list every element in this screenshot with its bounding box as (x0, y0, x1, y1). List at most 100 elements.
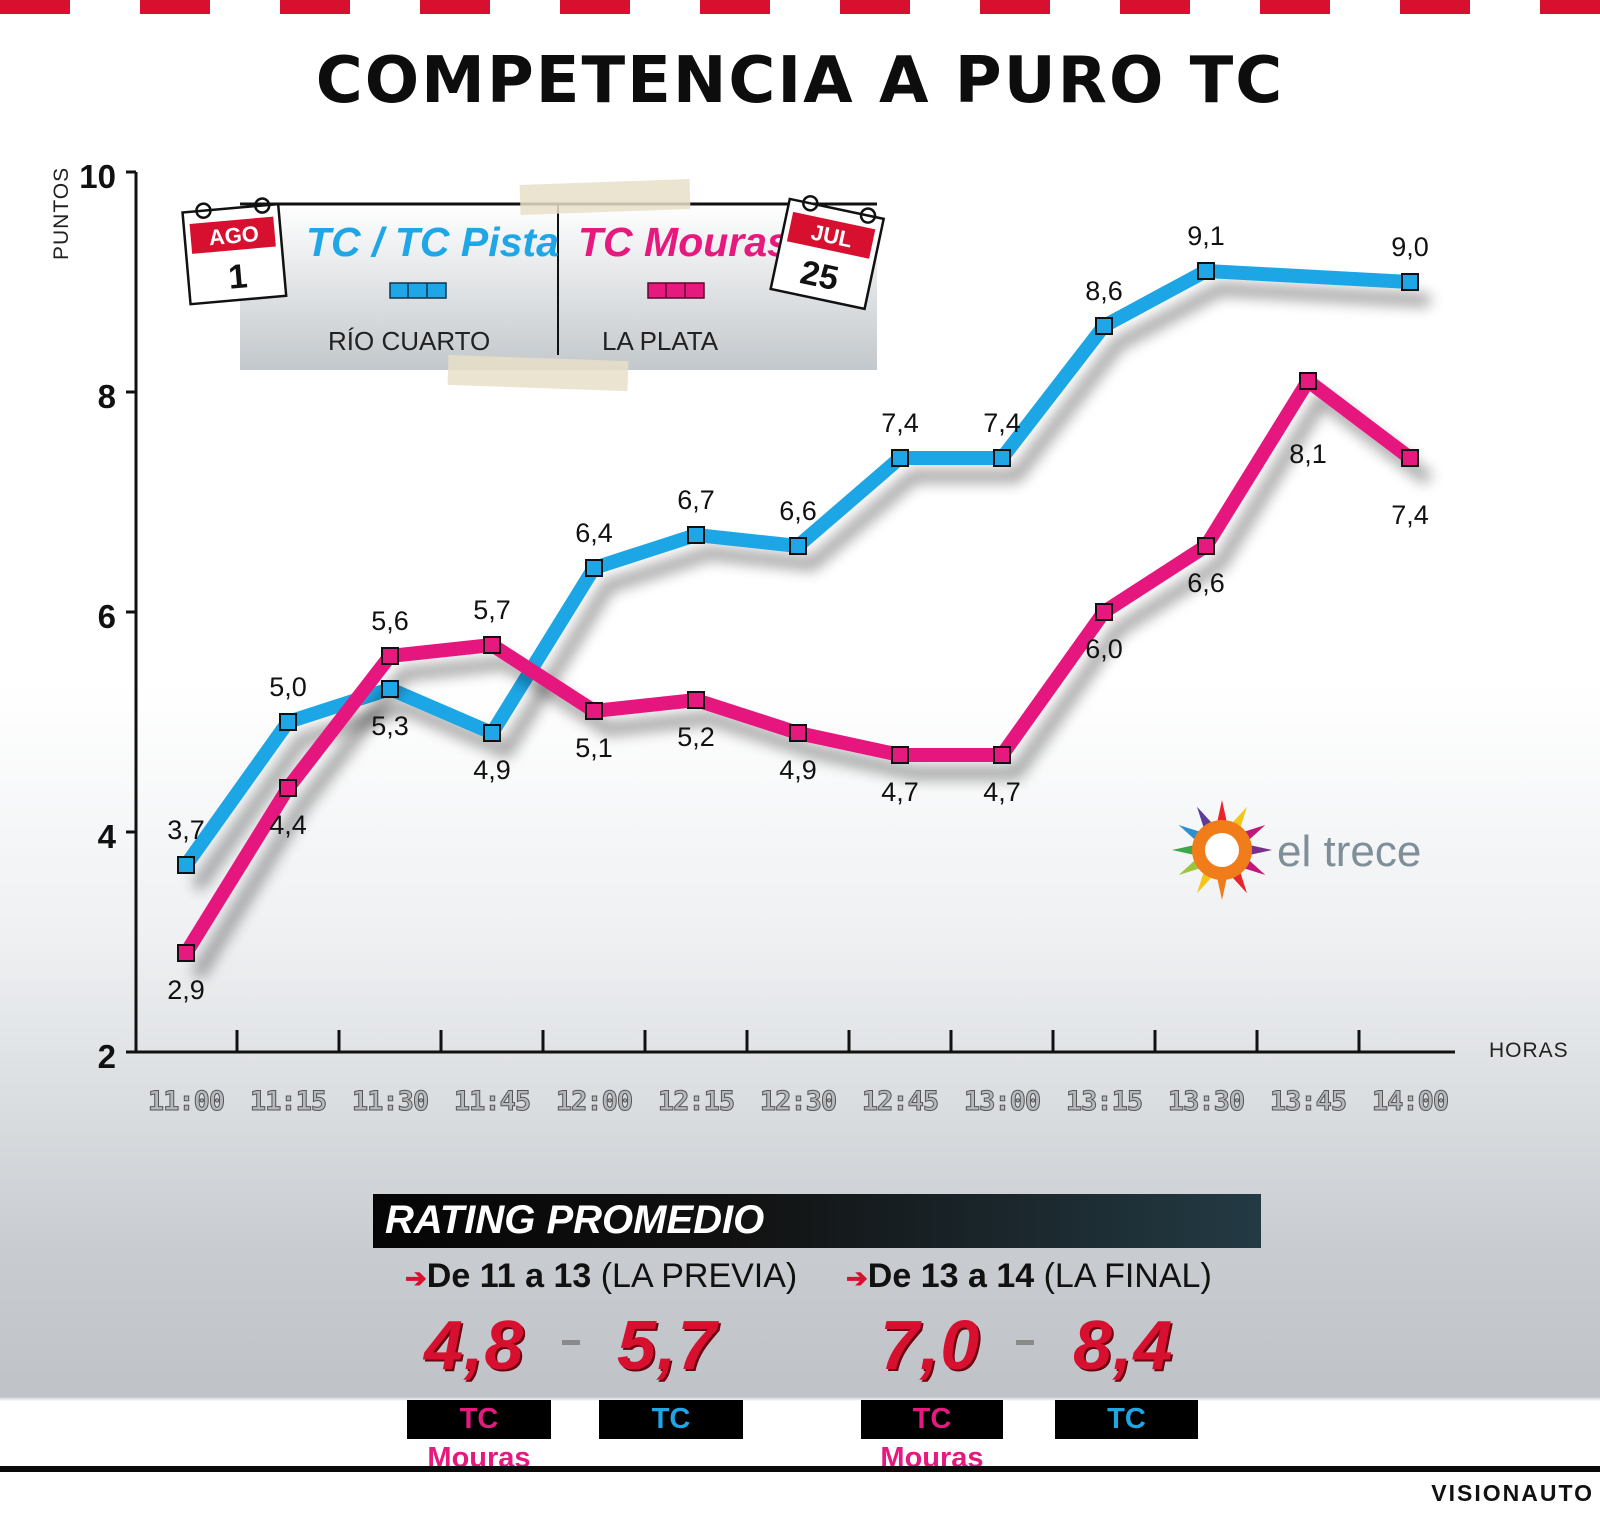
period-final: ➔De 13 a 14 (LA FINAL) (846, 1257, 1212, 1296)
period-range: De 13 a 14 (867, 1257, 1035, 1295)
line-chart: 2 4 6 8 10 11:00 11:15 11:30 11:45 12:00 12:15 12:… (50, 158, 1569, 1118)
tape-top (519, 179, 691, 215)
data-label: 2,9 (167, 975, 205, 1005)
legend-tc-place: RÍO CUARTO (328, 326, 490, 356)
data-point (279, 779, 297, 797)
period-note: (LA FINAL) (1043, 1257, 1212, 1295)
data-point (789, 537, 807, 555)
data-point (891, 449, 909, 467)
data-label: 5,6 (371, 606, 409, 636)
top-stripe (0, 0, 1600, 14)
data-label: 6,4 (575, 518, 613, 548)
legend-mouras-name: TC Mouras (578, 219, 790, 265)
data-label: 5,7 (473, 595, 511, 625)
series-markers (177, 372, 1419, 962)
credit: VISIONAUTO (1431, 1480, 1594, 1506)
x-tick-label: 13:30 (1168, 1086, 1244, 1117)
series-markers (177, 262, 1419, 874)
data-label: 5,0 (269, 672, 307, 702)
tape-bottom (447, 354, 629, 392)
legend-tc-name: TC / TC Pista (306, 219, 559, 265)
data-label: 7,4 (1391, 500, 1429, 530)
legend-mouras-swatch (647, 282, 705, 299)
data-point (279, 713, 297, 731)
x-tick-label: 12:00 (556, 1086, 632, 1117)
data-label: 9,0 (1391, 232, 1429, 262)
data-label: 6,0 (1085, 634, 1123, 664)
y-tick-label: 2 (98, 1038, 116, 1075)
data-point (483, 724, 501, 742)
arrow-icon: ➔ (846, 1263, 868, 1293)
data-label: 3,7 (167, 815, 205, 845)
data-point (585, 559, 603, 577)
data-label: 8,1 (1289, 439, 1327, 469)
data-point (687, 526, 705, 544)
data-label: 4,7 (881, 777, 919, 807)
data-label: 7,4 (983, 408, 1021, 438)
data-label: 6,6 (1187, 568, 1225, 598)
data-point (1299, 372, 1317, 390)
period-note: (LA PREVIA) (600, 1257, 798, 1295)
data-point (1095, 603, 1113, 621)
data-label: 7,4 (881, 408, 919, 438)
data-point (381, 680, 399, 698)
data-label: 8,6 (1085, 276, 1123, 306)
data-point (1401, 449, 1419, 467)
data-point (177, 944, 195, 962)
data-point (1401, 273, 1419, 291)
data-label: 9,1 (1187, 221, 1225, 251)
avg-final-mouras: 7,0 (880, 1306, 981, 1384)
x-tick-label: 11:00 (148, 1086, 224, 1117)
data-label: 4,7 (983, 777, 1021, 807)
page-title: COMPETENCIA A PURO TC (315, 44, 1285, 118)
legend: TC / TC Pista RÍO CUARTO TC Mouras LA PL… (181, 179, 886, 392)
data-point (993, 449, 1011, 467)
data-point (1095, 317, 1113, 335)
tag-final-mouras: TC Mouras (861, 1400, 1003, 1474)
rating-banner: RATING PROMEDIO (373, 1194, 1261, 1248)
data-label: 5,2 (677, 722, 715, 752)
series-layer: 3,7 5,0 5,3 4,9 6,4 6,7 6,6 7,4 7,4 8,6 9,1 9,0 2,9 4… (167, 221, 1429, 1005)
data-point (381, 647, 399, 665)
x-tick-label: 12:30 (760, 1086, 836, 1117)
calendar-ago-month: AGO (208, 221, 260, 250)
x-tick-label: 11:45 (454, 1086, 530, 1117)
series-line (179, 264, 1417, 872)
legend-mouras-place: LA PLATA (602, 326, 719, 356)
data-labels: 3,7 5,0 5,3 4,9 6,4 6,7 6,6 7,4 7,4 8,6 9,1 9,0 2,9 4… (167, 221, 1429, 1005)
avg-final-tc: 8,4 (1073, 1306, 1174, 1384)
x-tick-label: 12:15 (658, 1086, 734, 1117)
x-tick-label: 11:15 (250, 1086, 326, 1117)
avg-previa-tc: 5,7 (617, 1306, 718, 1384)
avg-previa-mouras: 4,8 (424, 1306, 525, 1384)
data-point (1197, 262, 1215, 280)
data-point (687, 691, 705, 709)
data-label: 6,7 (677, 485, 715, 515)
x-ticks: 11:00 11:15 11:30 11:45 12:00 12:15 12:30 12:45… (147, 1030, 1450, 1118)
data-label: 4,9 (473, 755, 511, 785)
data-point (789, 724, 807, 742)
y-ticks: 2 4 6 8 10 (79, 158, 136, 1075)
x-tick-label: 11:30 (352, 1086, 428, 1117)
data-point (177, 856, 195, 874)
period-range: De 11 a 13 (426, 1257, 592, 1295)
y-axis-title: PUNTOS (50, 167, 73, 260)
calendar-jul-icon: JUL 25 (769, 195, 886, 311)
bottom-bar (0, 1466, 1600, 1472)
x-tick-label: 13:00 (964, 1086, 1040, 1117)
tag-previa-tc: TC (599, 1400, 743, 1439)
calendar-ago-icon: AGO 1 (181, 197, 288, 306)
x-axis-title: HORAS (1489, 1039, 1569, 1062)
data-point (891, 746, 909, 764)
arrow-icon: ➔ (405, 1263, 427, 1293)
data-point (1197, 537, 1215, 555)
y-tick-label: 6 (98, 598, 116, 635)
x-tick-label: 13:45 (1270, 1086, 1346, 1117)
x-tick-label: 14:00 (1372, 1086, 1448, 1117)
data-point (993, 746, 1011, 764)
data-point (483, 636, 501, 654)
separator-dash (1016, 1340, 1034, 1345)
tag-previa-mouras: TC Mouras (407, 1400, 551, 1474)
data-label: 6,6 (779, 496, 817, 526)
data-point (585, 702, 603, 720)
